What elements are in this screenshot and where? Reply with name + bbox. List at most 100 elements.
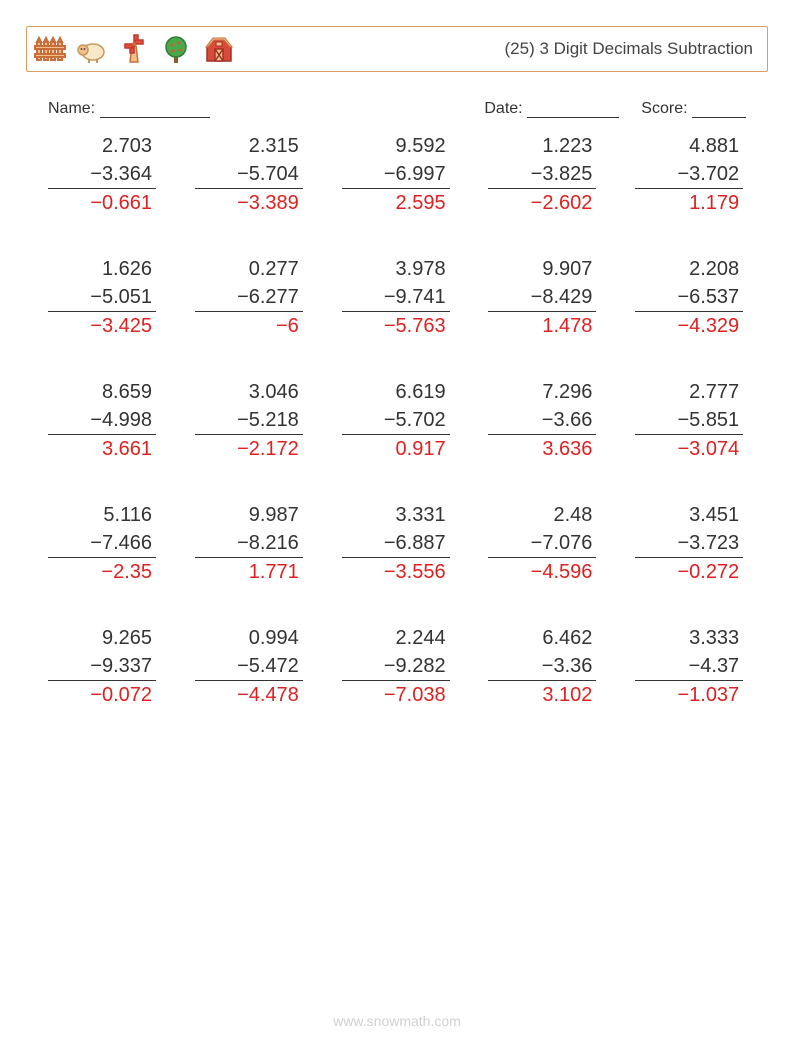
minuend: 9.907 (532, 255, 596, 283)
windmill-icon (117, 32, 151, 66)
minuend: 3.978 (386, 255, 450, 283)
date-field: Date: (484, 100, 623, 117)
answer: −7.038 (374, 681, 450, 709)
subtrahend: −6.537 (635, 283, 743, 312)
answer: −4.329 (667, 312, 743, 340)
score-label: Score: (641, 100, 687, 117)
subtrahend: −6.887 (342, 529, 450, 558)
minuend: 2.315 (239, 132, 303, 160)
answer: −2.172 (227, 435, 303, 463)
problem: 2.777−5.851−3.074 (635, 378, 743, 463)
answer: −2.602 (521, 189, 597, 217)
answer: −3.425 (80, 312, 156, 340)
minuend: 2.777 (679, 378, 743, 406)
sheep-icon (75, 32, 109, 66)
subtrahend: −8.429 (488, 283, 596, 312)
subtrahend: −4.37 (635, 652, 743, 681)
fence-icon (33, 32, 67, 66)
tree-icon (159, 32, 193, 66)
minuend: 2.703 (92, 132, 156, 160)
subtrahend: −3.825 (488, 160, 596, 189)
subtrahend: −9.337 (48, 652, 156, 681)
minuend: 1.223 (532, 132, 596, 160)
problem: 9.265−9.337−0.072 (48, 624, 156, 709)
subtrahend: −5.702 (342, 406, 450, 435)
subtrahend: −3.702 (635, 160, 743, 189)
date-label: Date: (484, 100, 522, 117)
minuend: 0.277 (239, 255, 303, 283)
answer: −5.763 (374, 312, 450, 340)
minuend: 0.994 (239, 624, 303, 652)
answer: −4.596 (521, 558, 597, 586)
answer: 2.595 (386, 189, 450, 217)
subtrahend: −3.66 (488, 406, 596, 435)
subtrahend: −7.466 (48, 529, 156, 558)
subtrahend: −5.704 (195, 160, 303, 189)
subtrahend: −3.723 (635, 529, 743, 558)
answer: 3.661 (92, 435, 156, 463)
problem: 0.994−5.472−4.478 (195, 624, 303, 709)
header-icons (33, 31, 237, 67)
minuend: 1.626 (92, 255, 156, 283)
problem: 2.244−9.282−7.038 (342, 624, 450, 709)
subtrahend: −6.997 (342, 160, 450, 189)
answer: 3.102 (532, 681, 596, 709)
answer: −4.478 (227, 681, 303, 709)
answer: −0.272 (667, 558, 743, 586)
minuend: 9.592 (386, 132, 450, 160)
problem: 7.296−3.66 3.636 (488, 378, 596, 463)
problem: 0.277−6.277−6 (195, 255, 303, 340)
subtrahend: −5.851 (635, 406, 743, 435)
subtrahend: −5.051 (48, 283, 156, 312)
problem: 4.881−3.7021.179 (635, 132, 743, 217)
minuend: 2.208 (679, 255, 743, 283)
minuend: 3.331 (386, 501, 450, 529)
answer: −0.661 (80, 189, 156, 217)
problem: 9.907−8.4291.478 (488, 255, 596, 340)
date-underline (527, 103, 619, 118)
minuend: 3.333 (679, 624, 743, 652)
minuend: 3.451 (679, 501, 743, 529)
problem: 3.046−5.218−2.172 (195, 378, 303, 463)
header-box: (25) 3 Digit Decimals Subtraction (26, 26, 768, 72)
barn-icon (201, 31, 237, 67)
minuend: 5.116 (93, 501, 156, 529)
problem: 9.987−8.2161.771 (195, 501, 303, 586)
subtrahend: −3.36 (488, 652, 596, 681)
subtrahend: −9.282 (342, 652, 450, 681)
subtrahend: −6.277 (195, 283, 303, 312)
score-field: Score: (641, 100, 746, 117)
problem: 6.462−3.36 3.102 (488, 624, 596, 709)
name-label: Name: (48, 100, 95, 117)
problem: 9.592−6.9972.595 (342, 132, 450, 217)
name-field: Name: (48, 100, 210, 118)
problem: 3.331−6.887−3.556 (342, 501, 450, 586)
minuend: 4.881 (679, 132, 743, 160)
minuend: 6.619 (386, 378, 450, 406)
problem: 6.619−5.7020.917 (342, 378, 450, 463)
worksheet-title: (25) 3 Digit Decimals Subtraction (505, 39, 753, 59)
answer: 1.771 (239, 558, 303, 586)
problem: 3.333−4.37 −1.037 (635, 624, 743, 709)
minuend: 9.265 (92, 624, 156, 652)
name-underline (100, 103, 210, 118)
answer: −2.35 (91, 558, 156, 586)
subtrahend: −7.076 (488, 529, 596, 558)
problem: 2.208−6.537−4.329 (635, 255, 743, 340)
footer-link: www.snowmath.com (0, 1013, 794, 1029)
subtrahend: −3.364 (48, 160, 156, 189)
minuend: 6.462 (532, 624, 596, 652)
minuend: 7.296 (532, 378, 596, 406)
answer: −3.556 (374, 558, 450, 586)
subtrahend: −4.998 (48, 406, 156, 435)
problem: 1.223−3.825−2.602 (488, 132, 596, 217)
minuend: 2.244 (386, 624, 450, 652)
problem: 2.48 −7.076−4.596 (488, 501, 596, 586)
answer: 3.636 (532, 435, 596, 463)
score-underline (692, 103, 746, 118)
problem: 1.626−5.051−3.425 (48, 255, 156, 340)
subtrahend: −5.218 (195, 406, 303, 435)
problem: 2.315−5.704−3.389 (195, 132, 303, 217)
subtrahend: −8.216 (195, 529, 303, 558)
minuend: 3.046 (239, 378, 303, 406)
